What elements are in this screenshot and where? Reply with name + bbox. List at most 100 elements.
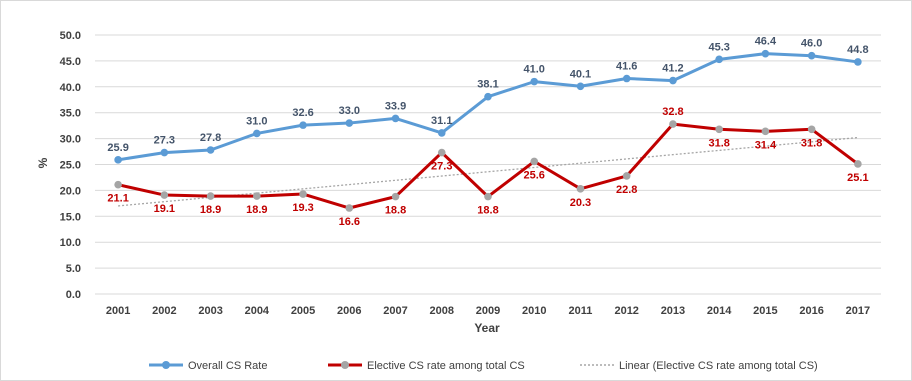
- x-tick-label: 2001: [106, 305, 130, 317]
- x-tick-label: 2007: [383, 305, 407, 317]
- x-axis-title: Year: [474, 321, 500, 335]
- data-point-elective-cs-rate: [160, 191, 169, 199]
- data-point-elective-cs-rate: [622, 172, 631, 180]
- data-point-overall-cs-rate: [622, 74, 631, 83]
- data-label-overall-cs-rate: 41.2: [662, 63, 683, 75]
- data-label-elective-cs-rate: 21.1: [107, 193, 128, 205]
- data-point-elective-cs-rate: [761, 127, 770, 136]
- data-label-overall-cs-rate: 46.0: [801, 38, 822, 50]
- x-axis-ticks: 2001 2002 2003 2004 2005 2006 2007 2008 2009 2010…: [106, 305, 870, 317]
- data-label-overall-cs-rate: 33.9: [385, 100, 406, 112]
- data-label-overall-cs-rate: 41.6: [616, 61, 637, 73]
- data-label-elective-cs-rate: 27.3: [431, 161, 452, 173]
- data-label-elective-cs-rate: 20.3: [570, 197, 591, 209]
- data-point-overall-cs-rate: [854, 58, 862, 66]
- data-point-overall-cs-rate: [299, 121, 307, 129]
- data-point-overall-cs-rate: [206, 146, 215, 154]
- legend-label-linear-trendline: Linear (Elective CS rate among total CS): [619, 360, 818, 372]
- data-point-overall-cs-rate: [807, 51, 816, 60]
- data-label-overall-cs-rate: 25.9: [107, 142, 128, 154]
- data-point-overall-cs-rate: [530, 77, 539, 86]
- data-point-overall-cs-rate: [160, 148, 169, 157]
- data-label-overall-cs-rate: 45.3: [708, 41, 729, 53]
- data-label-overall-cs-rate: 33.0: [339, 105, 360, 117]
- x-tick-label: 2014: [707, 305, 732, 317]
- data-point-overall-cs-rate: [345, 119, 354, 127]
- legend: Overall CS Rate Elective CS rate among t…: [149, 360, 818, 372]
- data-label-elective-cs-rate: 31.4: [755, 139, 777, 151]
- data-label-overall-cs-rate: 41.0: [524, 64, 545, 76]
- y-axis-ticks: 0.0 5.0 10.0 15.0 20.0 25.0 30.0 35.0 40.0 45.0 50…: [60, 30, 81, 301]
- x-tick-label: 2006: [337, 305, 361, 317]
- data-label-elective-cs-rate: 31.8: [801, 137, 822, 149]
- data-label-overall-cs-rate: 44.8: [847, 44, 868, 56]
- data-label-overall-cs-rate: 31.1: [431, 115, 452, 127]
- y-tick-label: 30.0: [60, 134, 81, 146]
- x-tick-label: 2010: [522, 305, 546, 317]
- x-tick-label: 2012: [614, 305, 638, 317]
- data-point-overall-cs-rate: [391, 114, 400, 123]
- y-tick-label: 20.0: [60, 185, 81, 197]
- data-label-overall-cs-rate: 46.4: [755, 36, 777, 48]
- data-point-overall-cs-rate: [761, 49, 770, 58]
- data-point-elective-cs-rate: [253, 192, 261, 200]
- data-point-overall-cs-rate: [437, 129, 446, 137]
- data-label-overall-cs-rate: 27.3: [154, 135, 175, 147]
- y-axis-title: %: [36, 157, 50, 168]
- data-label-elective-cs-rate: 25.6: [524, 169, 545, 181]
- data-point-overall-cs-rate: [253, 129, 261, 138]
- data-label-overall-cs-rate: 38.1: [477, 79, 498, 91]
- legend-marker-overall-cs-rate: [162, 361, 170, 369]
- data-label-elective-cs-rate: 18.9: [246, 204, 267, 216]
- legend-label-overall-cs-rate: Overall CS Rate: [188, 360, 267, 372]
- data-point-elective-cs-rate: [484, 192, 492, 201]
- data-label-elective-cs-rate: 16.6: [339, 216, 360, 228]
- x-tick-label: 2013: [661, 305, 685, 317]
- x-tick-label: 2015: [753, 305, 777, 317]
- data-point-elective-cs-rate: [437, 148, 446, 157]
- data-label-overall-cs-rate: 32.6: [292, 107, 313, 119]
- x-tick-label: 2009: [476, 305, 500, 317]
- data-point-elective-cs-rate: [299, 190, 307, 198]
- y-tick-label: 45.0: [60, 56, 81, 68]
- data-label-elective-cs-rate: 25.1: [847, 172, 868, 184]
- data-label-overall-cs-rate: 31.0: [246, 115, 267, 127]
- x-tick-label: 2017: [846, 305, 870, 317]
- x-tick-label: 2005: [291, 305, 315, 317]
- data-point-elective-cs-rate: [807, 125, 816, 134]
- data-point-overall-cs-rate: [114, 156, 122, 164]
- x-tick-label: 2016: [799, 305, 823, 317]
- data-label-elective-cs-rate: 18.8: [385, 205, 406, 217]
- data-point-elective-cs-rate: [854, 160, 862, 168]
- y-tick-label: 25.0: [60, 160, 81, 172]
- series-line-overall-cs-rate: [117, 52, 859, 162]
- data-label-elective-cs-rate: 19.1: [154, 203, 175, 215]
- y-tick-label: 10.0: [60, 237, 81, 249]
- y-tick-label: 0.0: [66, 289, 81, 301]
- data-label-elective-cs-rate: 22.8: [616, 184, 637, 196]
- legend-marker-elective-cs-rate: [341, 361, 349, 369]
- x-tick-label: 2002: [152, 305, 176, 317]
- x-tick-label: 2003: [198, 305, 222, 317]
- y-tick-label: 5.0: [66, 263, 81, 275]
- data-point-elective-cs-rate: [715, 125, 723, 134]
- x-tick-label: 2004: [245, 305, 270, 317]
- data-point-elective-cs-rate: [391, 192, 400, 201]
- data-point-overall-cs-rate: [484, 92, 492, 101]
- x-tick-label: 2008: [430, 305, 454, 317]
- data-label-elective-cs-rate: 18.8: [477, 205, 498, 217]
- data-label-elective-cs-rate: 31.8: [708, 137, 729, 149]
- legend-label-elective-cs-rate: Elective CS rate among total CS: [367, 360, 525, 372]
- x-tick-label: 2011: [569, 305, 593, 317]
- y-tick-label: 15.0: [60, 211, 81, 223]
- data-label-elective-cs-rate: 18.9: [200, 204, 221, 216]
- series-layer: 21.1 19.1 18.9 18.9 19.3 16.6 18.8 27.3 18.8 25.6…: [107, 36, 868, 228]
- gridlines: [95, 34, 881, 295]
- data-point-elective-cs-rate: [114, 180, 122, 189]
- data-point-elective-cs-rate: [669, 120, 677, 128]
- data-label-overall-cs-rate: 27.8: [200, 132, 221, 144]
- y-tick-label: 50.0: [60, 30, 81, 42]
- data-point-elective-cs-rate: [530, 157, 539, 166]
